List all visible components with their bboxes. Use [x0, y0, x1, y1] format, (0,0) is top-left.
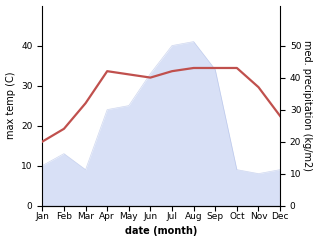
Y-axis label: max temp (C): max temp (C): [5, 72, 16, 139]
Y-axis label: med. precipitation (kg/m2): med. precipitation (kg/m2): [302, 40, 313, 171]
X-axis label: date (month): date (month): [125, 227, 197, 236]
